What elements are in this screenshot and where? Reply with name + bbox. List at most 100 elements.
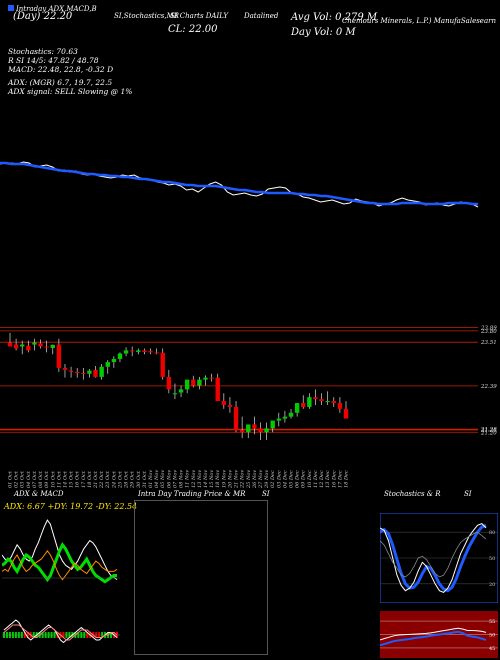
- x-tick-label: 23 Oct: [105, 470, 111, 489]
- candle-body: [123, 350, 129, 354]
- x-tick-label: 20 Nov: [227, 470, 233, 489]
- adx-svg: [2, 519, 120, 584]
- x-tick-label: 11 Nov: [185, 470, 191, 488]
- stoch-level-label: 50: [489, 556, 495, 562]
- macd-histogram-bar: [95, 632, 98, 638]
- candle-body: [301, 403, 306, 407]
- x-tick-label: 11 Oct: [56, 470, 62, 488]
- macd-histogram-bar: [14, 632, 17, 638]
- candle-body: [270, 420, 275, 429]
- x-tick-label: 15 Nov: [209, 470, 215, 488]
- macd-histogram-bar: [44, 632, 47, 638]
- macd-histogram-bar: [11, 632, 14, 638]
- candlestick-chart: 23.89 23.80 23.51 22.39 21.28 21.26 21.20 01 Oc…: [0, 325, 500, 490]
- candle-body: [81, 373, 86, 374]
- header-line-1: Intraday ADX,MACD,B: [8, 5, 97, 13]
- x-tick-label: 22 Nov: [240, 470, 246, 489]
- candle-body: [166, 376, 172, 390]
- header-intra: Intraday ADX,MACD,B: [16, 5, 97, 13]
- adx-text: ADX: (MGR) 6.7, 19.7, 22.5: [8, 78, 113, 87]
- header-day-vol: Day Vol: 0 M: [291, 27, 356, 38]
- header-si2: SI Charts DAILY: [170, 12, 229, 20]
- x-tick-label: 21 Oct: [93, 470, 99, 489]
- candle-body: [172, 393, 178, 395]
- candle-body: [227, 404, 233, 407]
- macd-histogram-bar: [62, 632, 65, 638]
- candle-body: [7, 342, 13, 347]
- macd-histogram-bar: [80, 632, 83, 638]
- x-tick-label: 30 Oct: [136, 470, 142, 488]
- header-date: Datalined: [244, 12, 279, 20]
- stoch-level-label: 80: [489, 530, 495, 536]
- x-tick-label: 21 Nov: [234, 470, 240, 489]
- candle-body: [343, 408, 349, 419]
- candle-body: [282, 416, 288, 419]
- candle-body: [203, 377, 208, 380]
- minus-di-line: [2, 550, 118, 581]
- x-tick-label: 08 Oct: [38, 470, 44, 488]
- candle-body: [13, 344, 19, 349]
- x-tick-label: 28 Oct: [124, 470, 130, 489]
- candle-body: [184, 379, 190, 390]
- macd-histogram-bar: [77, 632, 80, 638]
- candle-body: [233, 406, 239, 431]
- intraday-title: Intra Day Trading Price & MR: [138, 490, 246, 498]
- macd-histogram-bar: [5, 632, 8, 638]
- price-avg-chart: [0, 140, 500, 240]
- macd-panel: [2, 612, 120, 658]
- price-level-label: 23.51: [480, 340, 497, 346]
- candle-body: [117, 353, 123, 359]
- adx-panel: ADX: 6.67 +DY: 19.72 -DY: 22.54: [2, 500, 137, 600]
- x-tick-label: 05 Dec: [289, 470, 295, 488]
- x-tick-label: 03 Dec: [276, 470, 282, 488]
- stochastics-text: Stochastics: 70.63: [8, 47, 78, 56]
- price-level-label: 23.89: [480, 325, 497, 331]
- x-tick-label: 09 Oct: [44, 470, 50, 488]
- x-tick-label: 26 Nov: [252, 470, 258, 489]
- adx-signal-text: ADX signal: SELL Slowing @ 1%: [8, 87, 133, 96]
- stoch-level-label: 20: [489, 582, 495, 588]
- mrsi-svg: 55 50 45: [380, 611, 498, 658]
- candle-body: [56, 344, 62, 368]
- x-tick-label: 13 Nov: [197, 470, 203, 488]
- candle-body: [331, 401, 336, 404]
- price-level-label: 22.39: [480, 384, 497, 390]
- candle-body: [50, 344, 55, 349]
- candle-body: [288, 412, 294, 417]
- macd-histogram-bar: [3, 632, 5, 638]
- header-company: Chemours Minerals, L.P.) ManufaSalesearn: [342, 17, 496, 25]
- x-tick-label: 24 Oct: [111, 470, 117, 489]
- candle-body: [32, 342, 37, 345]
- candle-body: [221, 401, 227, 405]
- candle-body: [239, 430, 245, 433]
- macd-histogram-bar: [26, 632, 29, 638]
- x-tick-label: 22 Oct: [99, 470, 105, 489]
- header-si: SI,Stochastics,MR: [114, 12, 180, 20]
- x-tick-label: 14 Nov: [203, 470, 209, 488]
- x-tick-label: 17 Oct: [81, 470, 87, 488]
- intraday-si-title: SI: [262, 490, 270, 498]
- symbol-badge: [8, 5, 14, 11]
- candle-body: [142, 350, 147, 352]
- x-tick-label: 06 Nov: [166, 470, 172, 488]
- x-tick-label: 08 Nov: [179, 470, 185, 488]
- candle-body: [191, 379, 196, 386]
- x-tick-label: 09 Dec: [301, 470, 307, 488]
- header-close: CL: 22.00: [168, 24, 218, 35]
- candle-body: [136, 350, 141, 352]
- candle-body: [26, 345, 31, 351]
- macd-histogram-bar: [98, 632, 101, 638]
- intraday-panel: [134, 500, 268, 655]
- candle-body: [160, 352, 165, 377]
- macd-histogram-bar: [47, 632, 50, 638]
- x-tick-label: 31 Oct: [142, 470, 148, 488]
- candle-body: [154, 352, 159, 354]
- mrsi-line: [380, 627, 487, 641]
- candle-body: [276, 418, 281, 421]
- mrsi-panel: 55 50 45: [380, 611, 498, 658]
- macd-svg: [2, 619, 120, 644]
- candle-body: [38, 343, 43, 347]
- x-tick-label: 04 Dec: [282, 470, 288, 488]
- candle-body: [197, 379, 202, 386]
